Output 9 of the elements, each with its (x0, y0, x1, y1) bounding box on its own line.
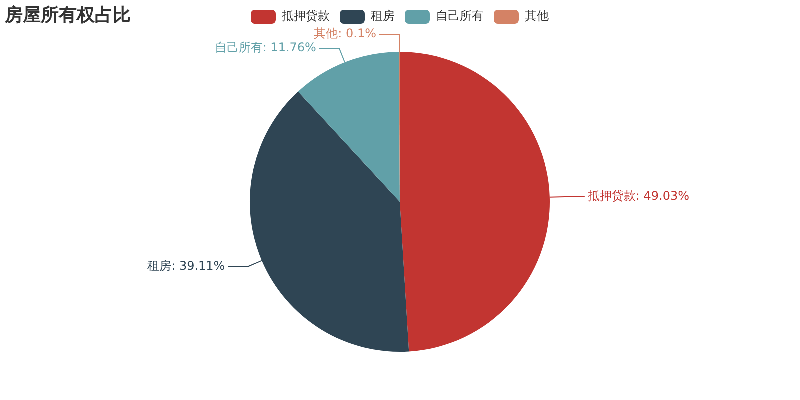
data-label: 租房: 39.11% (148, 258, 226, 273)
data-label: 其他: 0.1% (314, 26, 376, 41)
chart-title: 房屋所有权占比 (5, 4, 131, 27)
legend-label: 抵押贷款 (281, 9, 330, 24)
legend-label: 其他 (525, 9, 549, 24)
data-label: 抵押贷款: 49.03% (586, 189, 690, 204)
legend-label: 自己所有 (436, 9, 484, 24)
legend-label: 租房 (371, 9, 395, 24)
data-label: 自己所有: 11.76% (214, 40, 316, 55)
